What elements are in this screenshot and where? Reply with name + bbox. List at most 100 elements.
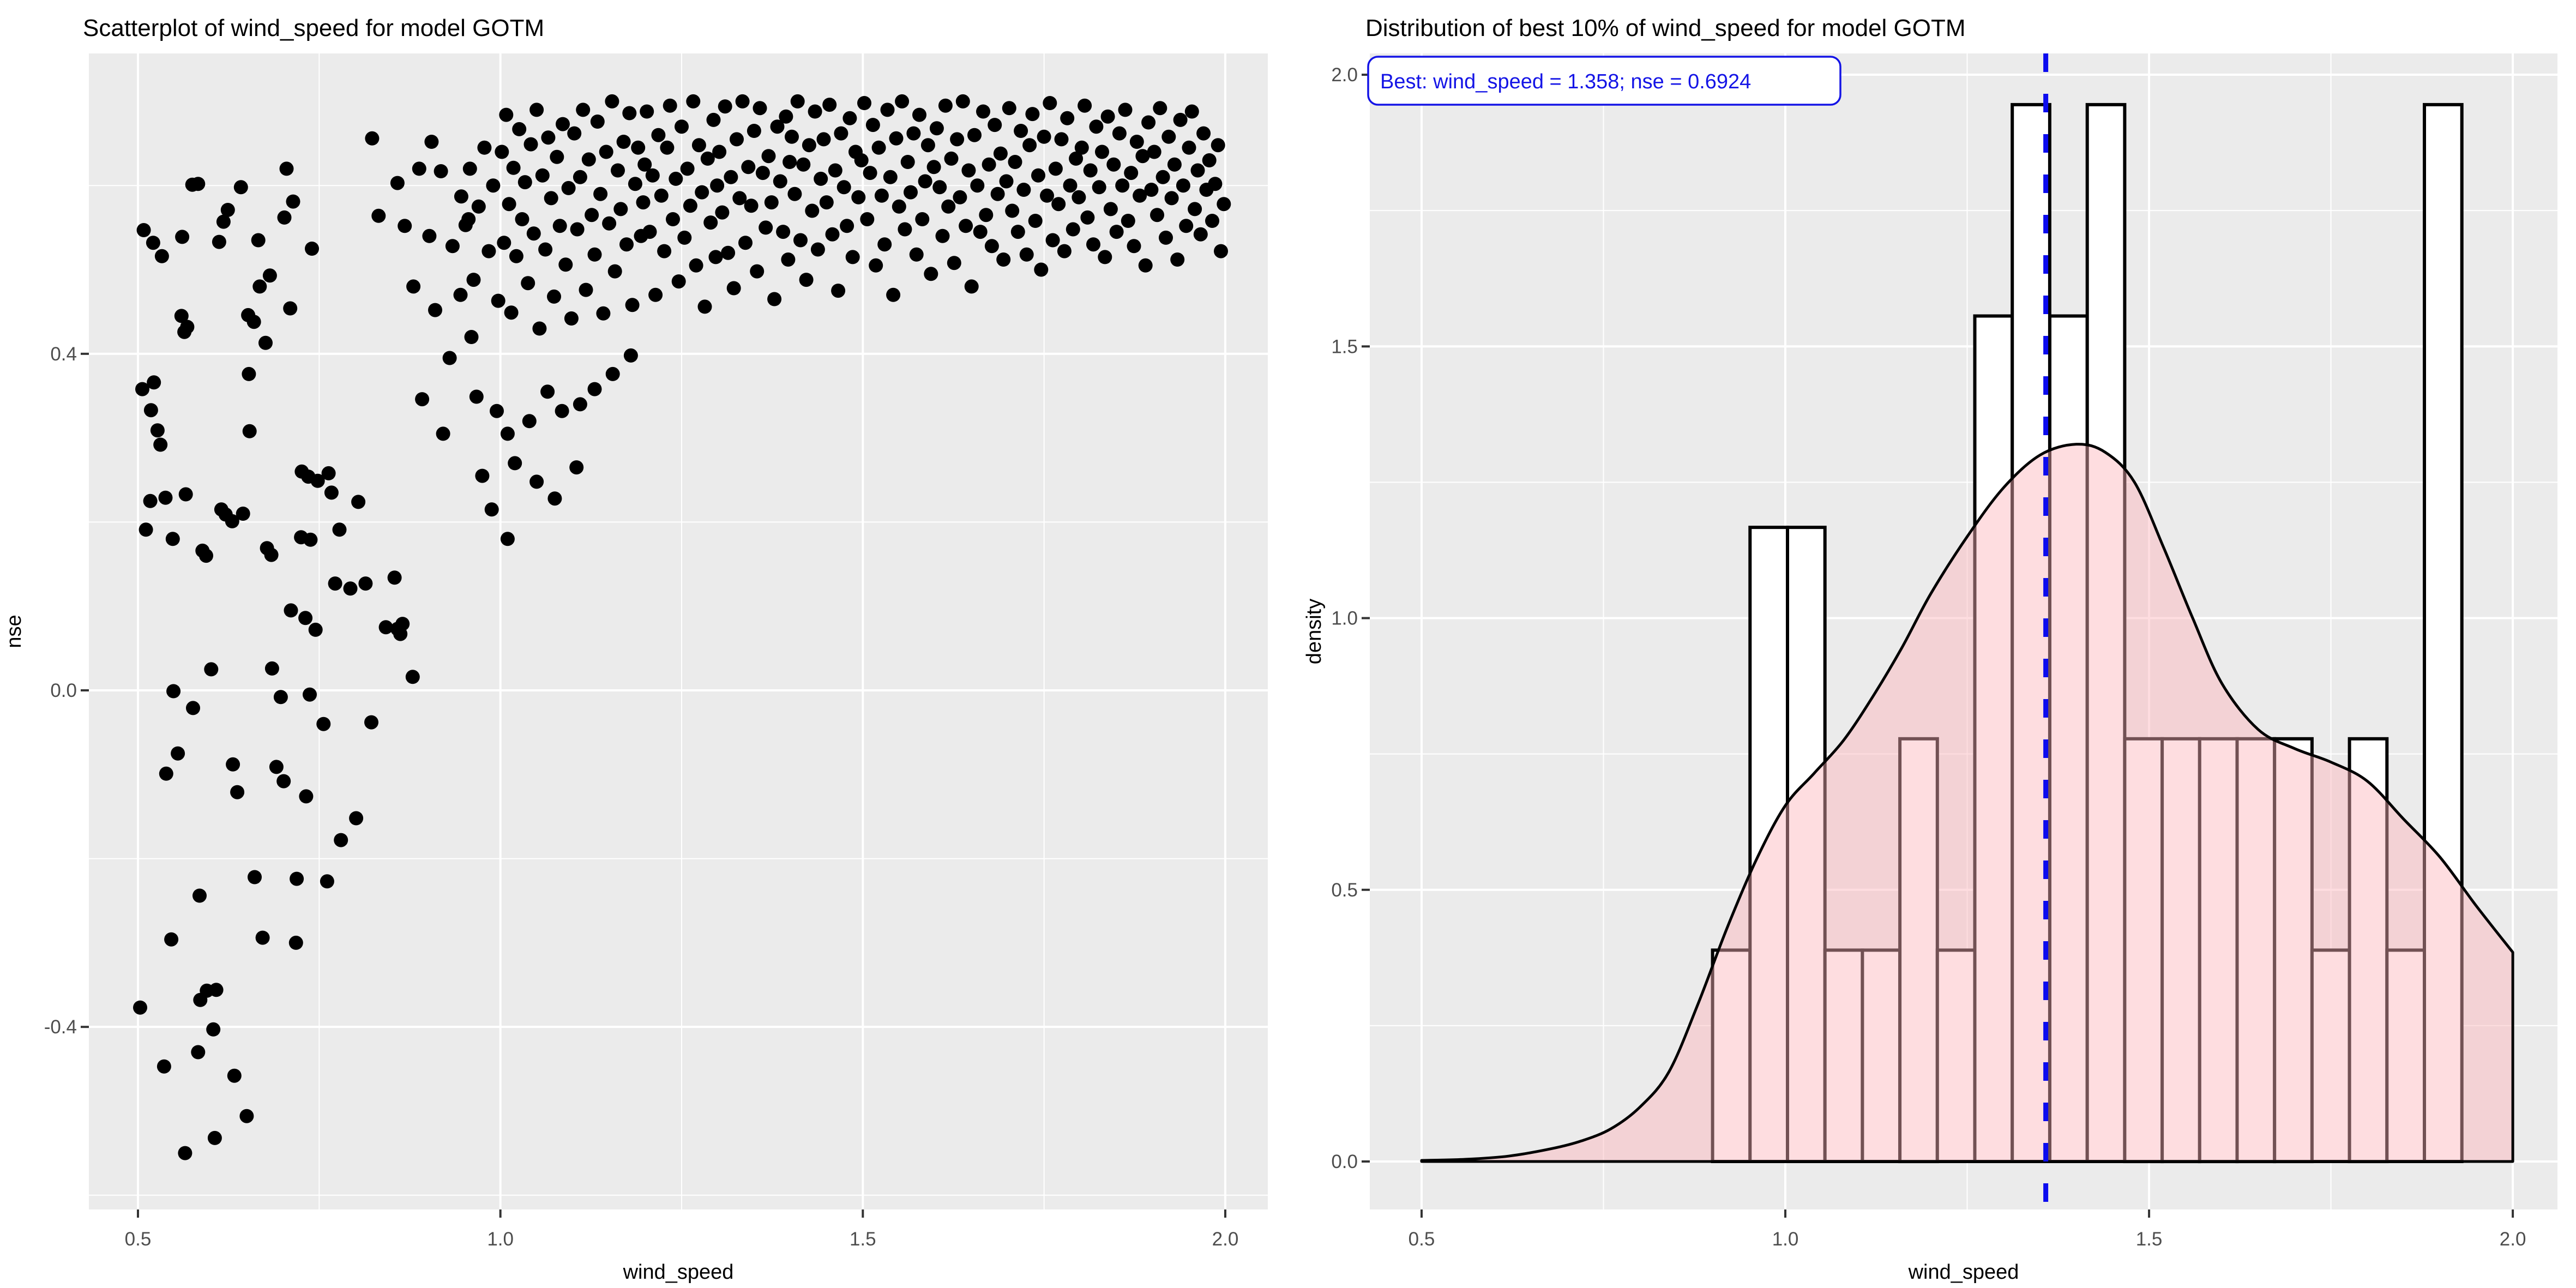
data-point xyxy=(625,298,640,312)
data-point xyxy=(845,250,860,264)
data-point xyxy=(239,1109,254,1123)
data-point xyxy=(1121,214,1135,228)
data-point xyxy=(523,137,538,152)
data-point xyxy=(165,532,180,546)
data-point xyxy=(895,94,910,109)
data-point xyxy=(996,252,1011,267)
data-point xyxy=(499,107,514,122)
data-point xyxy=(706,112,721,127)
histogram-bar xyxy=(2273,737,2314,1164)
histogram-figure: 0.5 1.0 1.5 2.0 0.0 0.5 1.0 1.5 2.0 Best: wind_s… xyxy=(1303,15,2557,1284)
data-point xyxy=(154,249,169,263)
data-point xyxy=(828,163,842,178)
data-point xyxy=(1089,119,1104,134)
histogram-bar xyxy=(1973,314,2014,1163)
data-point xyxy=(605,366,620,381)
data-point xyxy=(258,335,273,350)
data-point xyxy=(686,94,701,109)
data-point xyxy=(305,242,319,256)
data-point xyxy=(715,205,730,220)
data-point xyxy=(174,309,189,323)
data-point xyxy=(810,242,825,257)
data-point xyxy=(616,135,631,149)
data-point xyxy=(1098,250,1112,264)
data-point xyxy=(540,384,555,399)
data-point xyxy=(721,245,736,260)
data-point xyxy=(1106,157,1121,172)
data-point xyxy=(415,392,430,407)
data-point xyxy=(209,983,224,997)
data-point xyxy=(1135,149,1150,164)
data-point xyxy=(697,299,712,314)
data-point xyxy=(1124,166,1139,180)
data-point xyxy=(1083,163,1098,178)
data-point xyxy=(724,170,738,184)
data-point xyxy=(677,230,692,245)
data-point xyxy=(299,789,314,804)
x-tick-label: 1.0 xyxy=(487,1229,514,1250)
data-point xyxy=(970,178,985,193)
histogram-bar xyxy=(1786,526,1827,1163)
data-point xyxy=(581,152,596,167)
data-point xyxy=(1164,191,1179,206)
data-point xyxy=(1034,262,1049,277)
data-point xyxy=(556,117,570,131)
data-point xyxy=(550,149,564,164)
data-point xyxy=(349,811,364,826)
data-point xyxy=(941,199,956,214)
data-point xyxy=(471,199,486,214)
data-point xyxy=(1103,202,1118,216)
data-point xyxy=(814,171,828,186)
data-point xyxy=(805,203,820,218)
data-point xyxy=(1028,214,1043,228)
data-point xyxy=(541,130,556,145)
data-point xyxy=(611,163,625,178)
data-point xyxy=(301,470,316,484)
data-point xyxy=(883,170,898,184)
data-point xyxy=(926,160,941,174)
data-point xyxy=(973,225,988,239)
data-point xyxy=(242,424,257,438)
histogram-bars xyxy=(1711,103,2464,1164)
data-point xyxy=(171,746,185,761)
data-point xyxy=(178,1146,192,1160)
data-point xyxy=(1100,109,1115,124)
data-point xyxy=(529,474,544,489)
data-point xyxy=(1190,163,1205,178)
data-point xyxy=(532,321,547,336)
data-point xyxy=(199,549,213,563)
data-point xyxy=(143,403,158,418)
data-point xyxy=(1159,230,1173,245)
data-point xyxy=(1138,258,1153,273)
data-point xyxy=(1179,219,1194,233)
data-point xyxy=(836,180,851,195)
data-point xyxy=(308,622,323,637)
data-point xyxy=(1196,126,1211,141)
data-point xyxy=(364,715,378,730)
data-point xyxy=(464,330,479,344)
data-point xyxy=(358,576,373,591)
histogram-x-axis-title: wind_speed xyxy=(1908,1261,2019,1284)
data-point xyxy=(290,871,304,886)
data-point xyxy=(576,103,591,117)
data-point xyxy=(246,315,261,329)
data-point xyxy=(482,244,496,258)
data-point xyxy=(999,174,1014,189)
data-point xyxy=(1205,214,1219,228)
data-point xyxy=(469,389,484,404)
data-point xyxy=(332,522,347,537)
y-tick-label: 0.4 xyxy=(50,344,77,365)
data-point xyxy=(700,151,715,166)
data-point xyxy=(475,468,490,483)
annotation-label: Best: wind_speed = 1.358; nse = 0.6924 xyxy=(1380,70,1751,93)
y-tick-label: 1.0 xyxy=(1331,608,1358,629)
data-point xyxy=(284,603,298,618)
data-point xyxy=(587,382,602,396)
data-point xyxy=(1031,168,1045,183)
data-point xyxy=(1080,210,1095,225)
data-point xyxy=(264,547,279,562)
data-point xyxy=(950,132,965,147)
data-point xyxy=(796,157,811,172)
data-point xyxy=(1217,197,1231,212)
data-point xyxy=(642,225,657,239)
